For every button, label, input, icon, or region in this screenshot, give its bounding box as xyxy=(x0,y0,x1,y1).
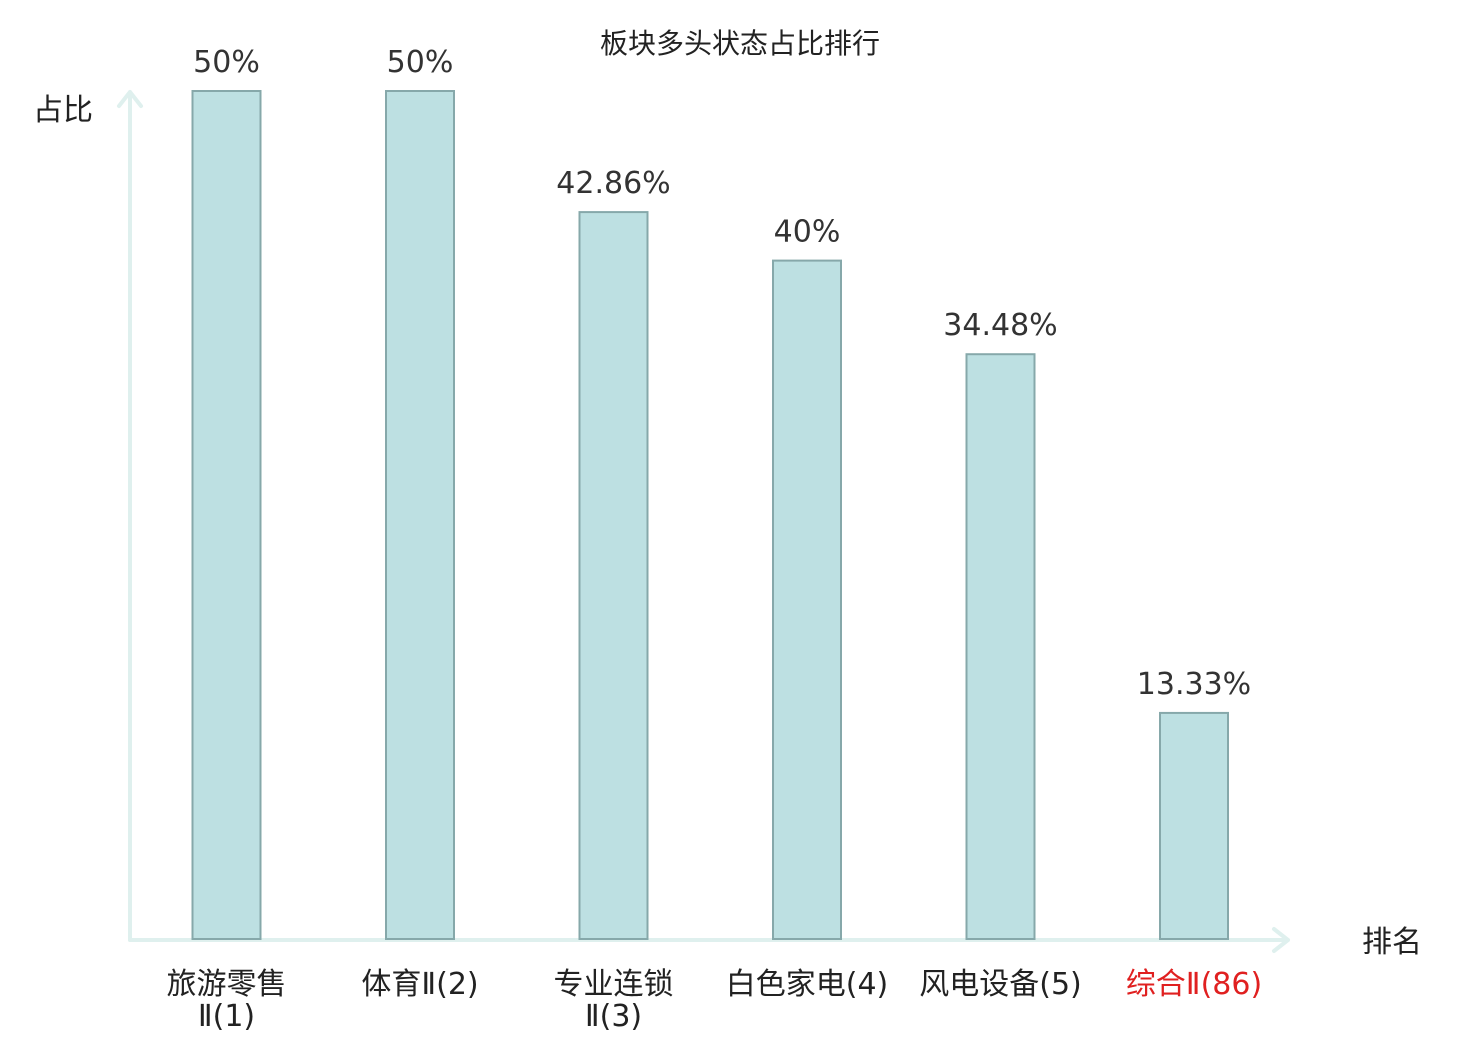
x-axis-label: 排名 xyxy=(1362,925,1422,960)
bar-3 xyxy=(578,211,649,940)
bar-6 xyxy=(1159,711,1229,941)
bar-4 xyxy=(772,259,842,941)
tick-label-line: 专业连锁 xyxy=(554,967,674,1002)
tick-label-line: 旅游零售 xyxy=(167,967,287,1002)
value-label-4: 40% xyxy=(774,215,841,250)
tick-label-line: Ⅱ(3) xyxy=(585,999,642,1034)
tick-label-line: 白色家电(4) xyxy=(726,967,889,1002)
y-axis-line xyxy=(117,90,143,942)
value-label-1: 50% xyxy=(193,45,260,80)
value-label-6: 13.33% xyxy=(1137,667,1251,702)
tick-label-5: 风电设备(5) xyxy=(919,967,1082,1002)
tick-label-line: 综合Ⅱ(86) xyxy=(1126,967,1262,1002)
value-label-3: 42.86% xyxy=(556,166,670,201)
category-labels-group: 旅游零售 Ⅱ(1) 体育Ⅱ(2) 专业连锁 Ⅱ(3) 白色家电(4) 风电设备(5) 综合Ⅱ(… xyxy=(167,967,1263,1034)
tick-label-line: 风电设备(5) xyxy=(919,967,1082,1002)
value-label-5: 34.48% xyxy=(943,308,1057,343)
bar-1 xyxy=(191,90,262,940)
bar-2 xyxy=(385,90,455,940)
x-axis-line xyxy=(128,927,1290,953)
value-labels-group: 50% 50% 42.86% 40% 34.48% 13.33% xyxy=(193,45,1251,702)
chart-title: 板块多头状态占比排行 xyxy=(600,27,880,60)
tick-label-1: 旅游零售 Ⅱ(1) xyxy=(167,967,287,1034)
tick-label-line: 体育Ⅱ(2) xyxy=(361,967,478,1002)
tick-label-2: 体育Ⅱ(2) xyxy=(361,967,478,1002)
bar-5 xyxy=(965,353,1036,941)
value-label-2: 50% xyxy=(387,45,454,80)
tick-label-3: 专业连锁 Ⅱ(3) xyxy=(554,967,674,1034)
tick-label-4: 白色家电(4) xyxy=(726,967,889,1002)
bars-group xyxy=(191,90,1229,941)
y-axis-label: 占比 xyxy=(33,93,93,128)
tick-label-line: Ⅱ(1) xyxy=(198,999,255,1034)
tick-label-6: 综合Ⅱ(86) xyxy=(1126,967,1262,1002)
